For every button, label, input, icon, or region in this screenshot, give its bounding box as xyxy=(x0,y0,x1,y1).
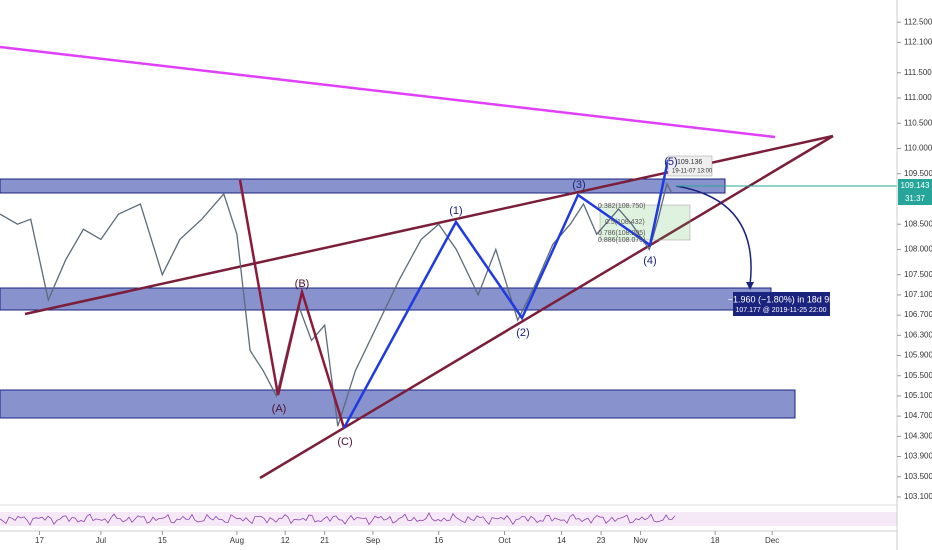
waves xyxy=(238,155,897,429)
price-tag xyxy=(898,179,932,193)
y-tick-label: 108.500 xyxy=(904,219,932,228)
zone xyxy=(0,178,726,194)
wave-label: (1) xyxy=(449,205,462,217)
wave-label: (5) xyxy=(664,156,677,168)
y-tick-label: 111.000 xyxy=(904,93,932,102)
rsi-band xyxy=(0,512,897,526)
x-tick-label: 21 xyxy=(320,536,329,545)
info-box xyxy=(667,155,713,177)
plot xyxy=(0,182,672,427)
x-tick-label: 16 xyxy=(434,536,443,545)
projection-label: 107.177 @ 2019-11-25 22:00 xyxy=(735,307,826,314)
x-tick-label: 23 xyxy=(597,536,606,545)
wave-label: (C) xyxy=(337,436,352,448)
fib-label: 0.382(108.750) xyxy=(598,203,645,210)
wave-line xyxy=(342,159,670,429)
x-tick-label: Jul xyxy=(96,536,106,545)
countdown-label: 31:37 xyxy=(905,194,926,203)
fib-box xyxy=(599,204,691,241)
wave-line xyxy=(238,179,346,429)
rsi-line xyxy=(0,512,676,526)
y-tick-label: 104.700 xyxy=(904,411,932,420)
wave-label: (A) xyxy=(272,403,287,415)
y-tick-label: 103.100 xyxy=(904,492,932,501)
info-label: 109.136 xyxy=(677,159,702,166)
y-tick-label: 106.700 xyxy=(904,310,932,319)
y-tick-label: 105.500 xyxy=(904,371,932,380)
y-tick-label: 103.500 xyxy=(904,472,932,481)
y-tick-label: 103.900 xyxy=(904,452,932,461)
wave-label: (B) xyxy=(295,278,310,290)
y-tick-label: 108.000 xyxy=(904,245,932,254)
zone xyxy=(0,389,796,419)
fib-label: 0.786(108.205) xyxy=(598,230,645,237)
trend-line xyxy=(0,45,776,139)
x-tick-label: 12 xyxy=(281,536,290,545)
y-tick-label: 104.300 xyxy=(904,431,932,440)
x-tick-label: Dec xyxy=(765,536,779,545)
y-tick-label: 107.100 xyxy=(904,290,932,299)
y-tick-label: 112.100 xyxy=(904,38,932,47)
wave-label: (4) xyxy=(643,255,656,267)
y-tick-label: 105.900 xyxy=(904,351,932,360)
x-tick-label: 17 xyxy=(35,536,44,545)
y-tick-label: 111.500 xyxy=(904,68,932,77)
x-tick-label: Aug xyxy=(230,536,244,545)
projection-label: −1.960 (−1.80%) in 18d 9h xyxy=(728,294,835,304)
info-label: 19-11-07 13:00 xyxy=(672,169,713,175)
x-tick-label: Sep xyxy=(366,536,381,545)
wave-label: (3) xyxy=(572,179,585,191)
projection-box xyxy=(733,292,830,316)
y-tick-label: 106.300 xyxy=(904,330,932,339)
wave-label: (2) xyxy=(516,327,529,339)
y-tick-label: 112.500 xyxy=(904,17,932,26)
x-tick-label: 14 xyxy=(557,536,566,545)
x-tick-label: 18 xyxy=(711,536,720,545)
zone xyxy=(0,287,772,311)
fib-label: 0.5(108.432) xyxy=(605,219,645,226)
price-tag-label: 109.143 xyxy=(901,181,930,190)
x-tick-label: Oct xyxy=(498,536,511,545)
countdown-tag xyxy=(898,193,932,205)
x-tick-label: 15 xyxy=(158,536,167,545)
rsi-pane xyxy=(0,504,897,526)
y-tick-label: 110.000 xyxy=(904,144,932,153)
y-tick-label: 109.500 xyxy=(904,169,932,178)
price-line xyxy=(0,182,672,427)
trend-line xyxy=(259,134,834,480)
y-tick-label: 110.500 xyxy=(904,118,932,127)
arrow-head xyxy=(746,282,754,290)
fib-label: 0.886(108.070) xyxy=(598,237,645,244)
y-tick-label: 105.100 xyxy=(904,391,932,400)
y-tick-label: 107.500 xyxy=(904,270,932,279)
projection xyxy=(675,185,752,286)
x-tick-label: Nov xyxy=(633,536,647,545)
